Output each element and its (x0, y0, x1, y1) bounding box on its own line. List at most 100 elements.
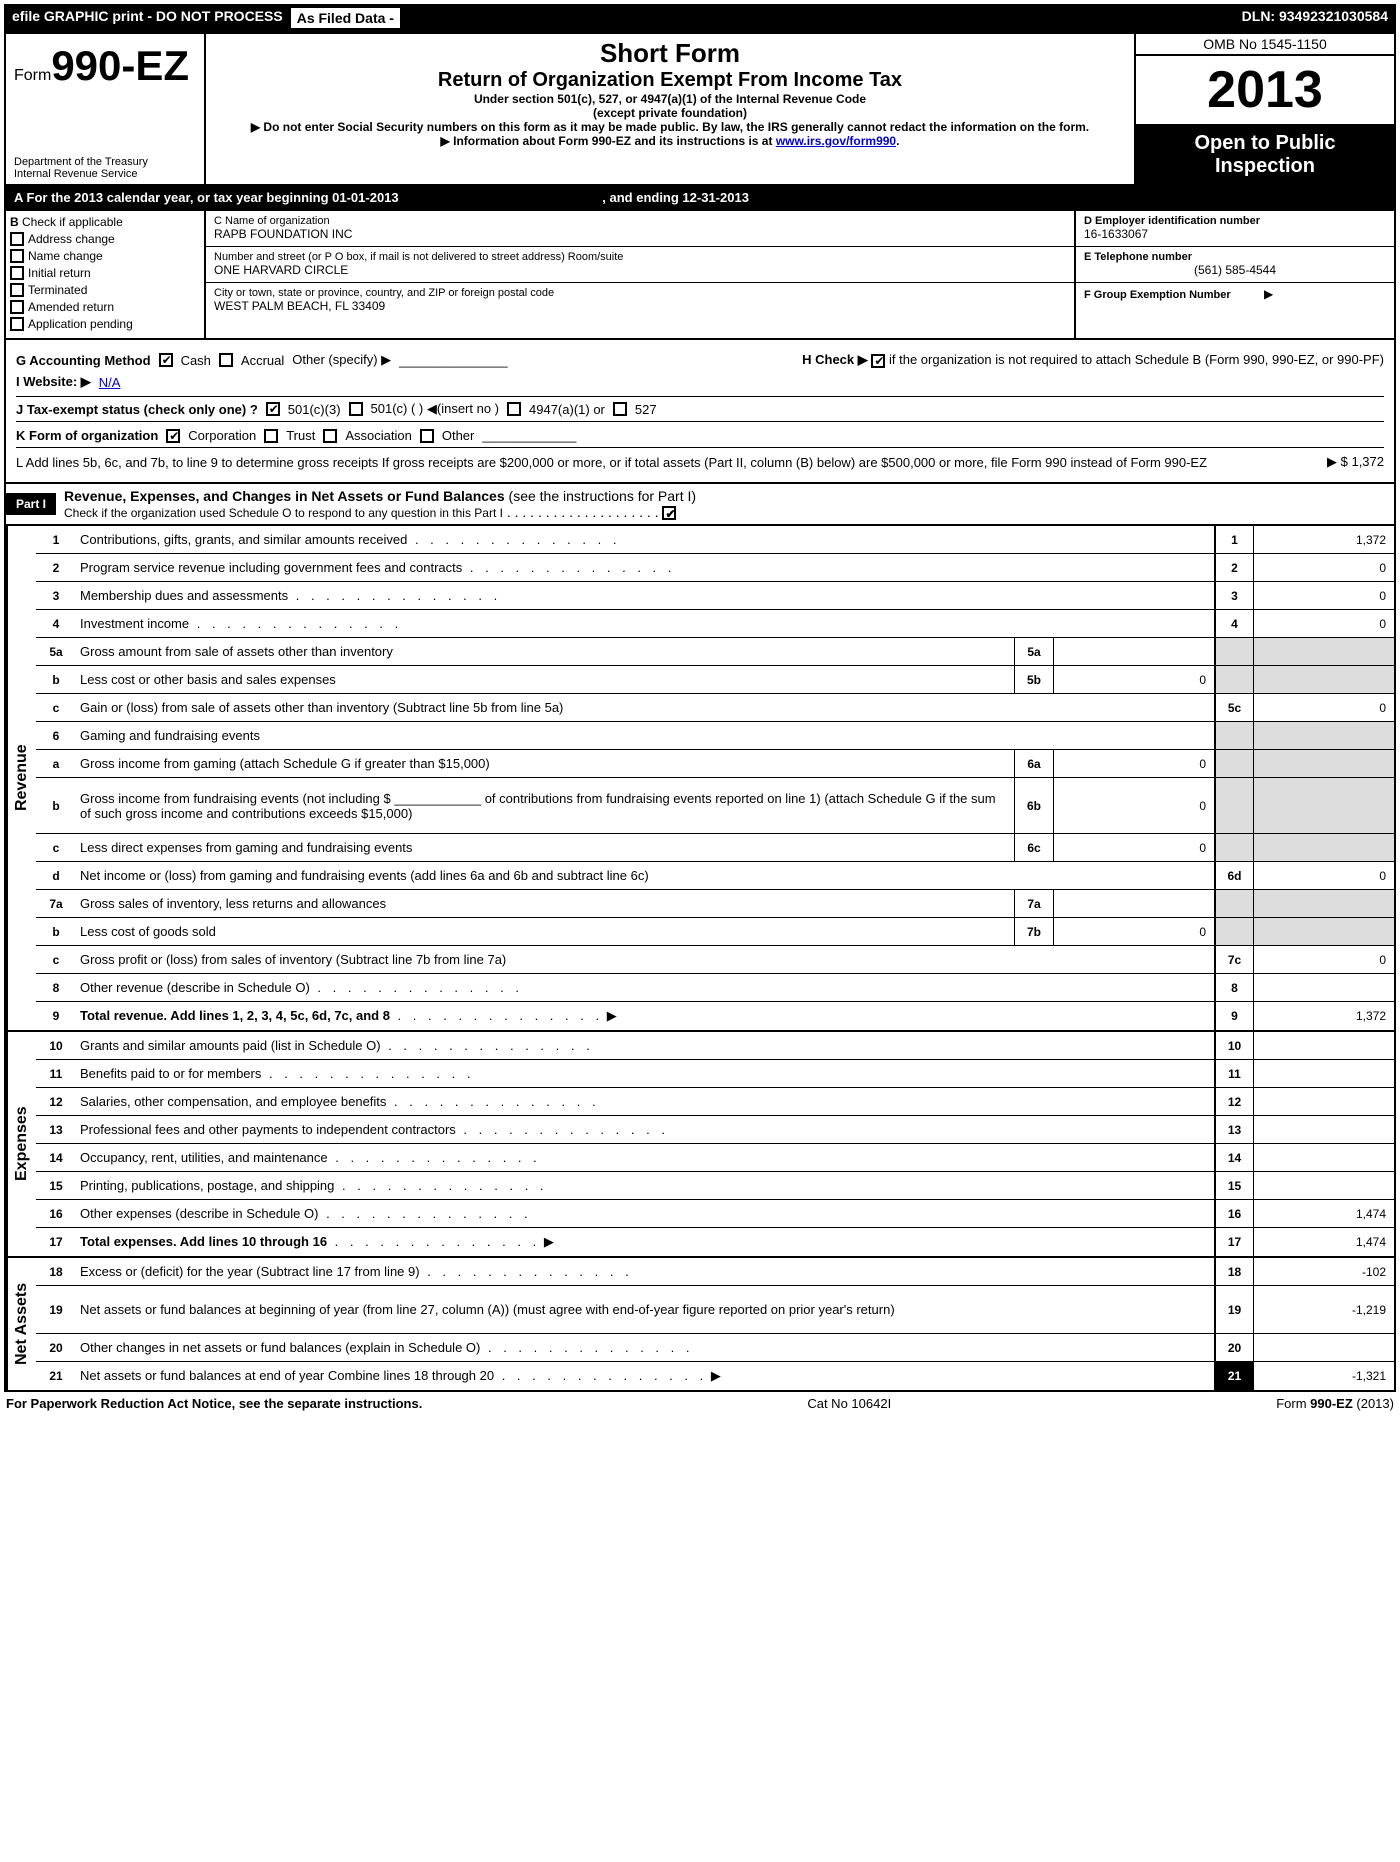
main-title: Return of Organization Exempt From Incom… (226, 69, 1114, 92)
title-block: Short Form Return of Organization Exempt… (206, 34, 1134, 184)
l-text: L Add lines 5b, 6c, and 7b, to line 9 to… (16, 455, 1207, 470)
form-number: 990-EZ (51, 42, 189, 89)
val-9: 1,372 (1254, 1002, 1394, 1030)
g-label: G Accounting Method (16, 353, 151, 368)
chk-527[interactable] (613, 402, 627, 416)
d-label: D Employer identification number (1084, 215, 1386, 227)
org-city: WEST PALM BEACH, FL 33409 (214, 299, 1066, 313)
chk-cash[interactable] (159, 353, 173, 367)
right-box: OMB No 1545-1150 2013 Open to Public Ins… (1134, 34, 1394, 184)
part-i-instr: (see the instructions for Part I) (509, 488, 697, 504)
h-text: if the organization is not required to a… (889, 352, 1384, 367)
page-footer: For Paperwork Reduction Act Notice, see … (4, 1392, 1396, 1415)
net-assets-table: Net Assets 18Excess or (deficit) for the… (4, 1258, 1396, 1392)
val-17: 1,474 (1254, 1228, 1394, 1256)
val-8 (1254, 974, 1394, 1001)
chk-address-change[interactable]: Address change (10, 232, 200, 246)
chk-name-change[interactable]: Name change (10, 249, 200, 263)
chk-other-org[interactable] (420, 429, 434, 443)
org-name: RAPB FOUNDATION INC (214, 227, 1066, 241)
chk-initial-return[interactable]: Initial return (10, 266, 200, 280)
chk-trust[interactable] (264, 429, 278, 443)
tax-year: 2013 (1136, 56, 1394, 126)
omb-number: OMB No 1545-1150 (1136, 34, 1394, 56)
city-label: City or town, state or province, country… (214, 287, 1066, 299)
val-21: -1,321 (1254, 1362, 1394, 1390)
chk-accrual[interactable] (219, 353, 233, 367)
part-i-title: Revenue, Expenses, and Changes in Net As… (64, 488, 505, 504)
chk-assoc[interactable] (323, 429, 337, 443)
chk-schedule-o[interactable] (662, 506, 676, 520)
chk-amended[interactable]: Amended return (10, 300, 200, 314)
i-label: I Website: ▶ (16, 374, 91, 390)
addr-label: Number and street (or P O box, if mail i… (214, 251, 1066, 263)
line-a-ending: , and ending 12-31-2013 (602, 190, 749, 205)
irs-link[interactable]: www.irs.gov/form990 (776, 134, 896, 148)
footer-mid: Cat No 10642I (807, 1396, 891, 1411)
chk-terminated[interactable]: Terminated (10, 283, 200, 297)
l-value: ▶ $ 1,372 (1327, 454, 1384, 470)
expenses-table: Expenses 10Grants and similar amounts pa… (4, 1032, 1396, 1258)
f-label: F Group Exemption Number (1084, 289, 1231, 301)
dln: DLN: 93492321030584 (1242, 8, 1388, 28)
chk-4947[interactable] (507, 402, 521, 416)
part-i-label: Part I (6, 493, 56, 515)
line-a-text: A For the 2013 calendar year, or tax yea… (14, 190, 399, 205)
revenue-side-label: Revenue (6, 526, 36, 1030)
org-address: ONE HARVARD CIRCLE (214, 263, 1066, 277)
note-1: ▶ Do not enter Social Security numbers o… (226, 120, 1114, 134)
revenue-table: Revenue 1Contributions, gifts, grants, a… (4, 526, 1396, 1032)
part-i-header: Part I Revenue, Expenses, and Changes in… (4, 484, 1396, 526)
section-bcdef: B Check if applicable Address change Nam… (4, 211, 1396, 340)
b-label: Check if applicable (22, 215, 123, 229)
k-label: K Form of organization (16, 428, 158, 443)
inspect-1: Open to Public (1142, 132, 1388, 155)
subtitle-1: Under section 501(c), 527, or 4947(a)(1)… (226, 92, 1114, 106)
website-link[interactable]: N/A (99, 375, 121, 390)
col-c: C Name of organization RAPB FOUNDATION I… (206, 211, 1074, 338)
val-3: 0 (1254, 582, 1394, 609)
note-2: ▶ Information about Form 990-EZ and its … (441, 134, 773, 148)
chk-app-pending[interactable]: Application pending (10, 317, 200, 331)
chk-501c3[interactable] (266, 402, 280, 416)
val-6d: 0 (1254, 862, 1394, 889)
c-label: C Name of organization (214, 215, 1066, 227)
form-label-box: Form990-EZ Department of the Treasury In… (6, 34, 206, 184)
short-form-title: Short Form (226, 38, 1114, 69)
efile-label: efile GRAPHIC print - DO NOT PROCESS (12, 8, 283, 28)
as-filed-box: As Filed Data - (291, 8, 400, 28)
dept-treasury: Department of the Treasury (14, 156, 148, 168)
f-arrow: ▶ (1264, 287, 1273, 301)
expenses-side-label: Expenses (6, 1032, 36, 1256)
phone: (561) 585-4544 (1084, 263, 1386, 277)
dept-irs: Internal Revenue Service (14, 168, 148, 180)
col-b: B Check if applicable Address change Nam… (6, 211, 206, 338)
form-header: Form990-EZ Department of the Treasury In… (4, 32, 1396, 186)
b-letter: B (10, 215, 19, 229)
part-i-check: Check if the organization used Schedule … (64, 506, 503, 520)
col-d: D Employer identification number 16-1633… (1074, 211, 1394, 338)
chk-501c[interactable] (349, 402, 363, 416)
inspect-2: Inspection (1142, 155, 1388, 178)
val-4: 0 (1254, 610, 1394, 637)
val-1: 1,372 (1254, 526, 1394, 553)
meta-block: G Accounting Method Cash Accrual Other (… (4, 340, 1396, 484)
val-19: -1,219 (1254, 1286, 1394, 1333)
chk-corp[interactable] (166, 429, 180, 443)
e-label: E Telephone number (1084, 251, 1386, 263)
net-assets-side-label: Net Assets (6, 1258, 36, 1390)
line-a-bar: A For the 2013 calendar year, or tax yea… (4, 186, 1396, 211)
ein: 16-1633067 (1084, 227, 1386, 241)
h-label: H Check ▶ (802, 352, 868, 367)
j-label: J Tax-exempt status (check only one) ? (16, 402, 258, 417)
footer-right: Form 990-EZ (2013) (1276, 1396, 1394, 1411)
footer-left: For Paperwork Reduction Act Notice, see … (6, 1396, 422, 1411)
chk-h[interactable] (871, 354, 885, 368)
val-2: 0 (1254, 554, 1394, 581)
val-7c: 0 (1254, 946, 1394, 973)
subtitle-2: (except private foundation) (226, 106, 1114, 120)
val-16: 1,474 (1254, 1200, 1394, 1227)
val-18: -102 (1254, 1258, 1394, 1285)
form-word: Form (14, 67, 51, 84)
top-bar: efile GRAPHIC print - DO NOT PROCESS As … (4, 4, 1396, 32)
